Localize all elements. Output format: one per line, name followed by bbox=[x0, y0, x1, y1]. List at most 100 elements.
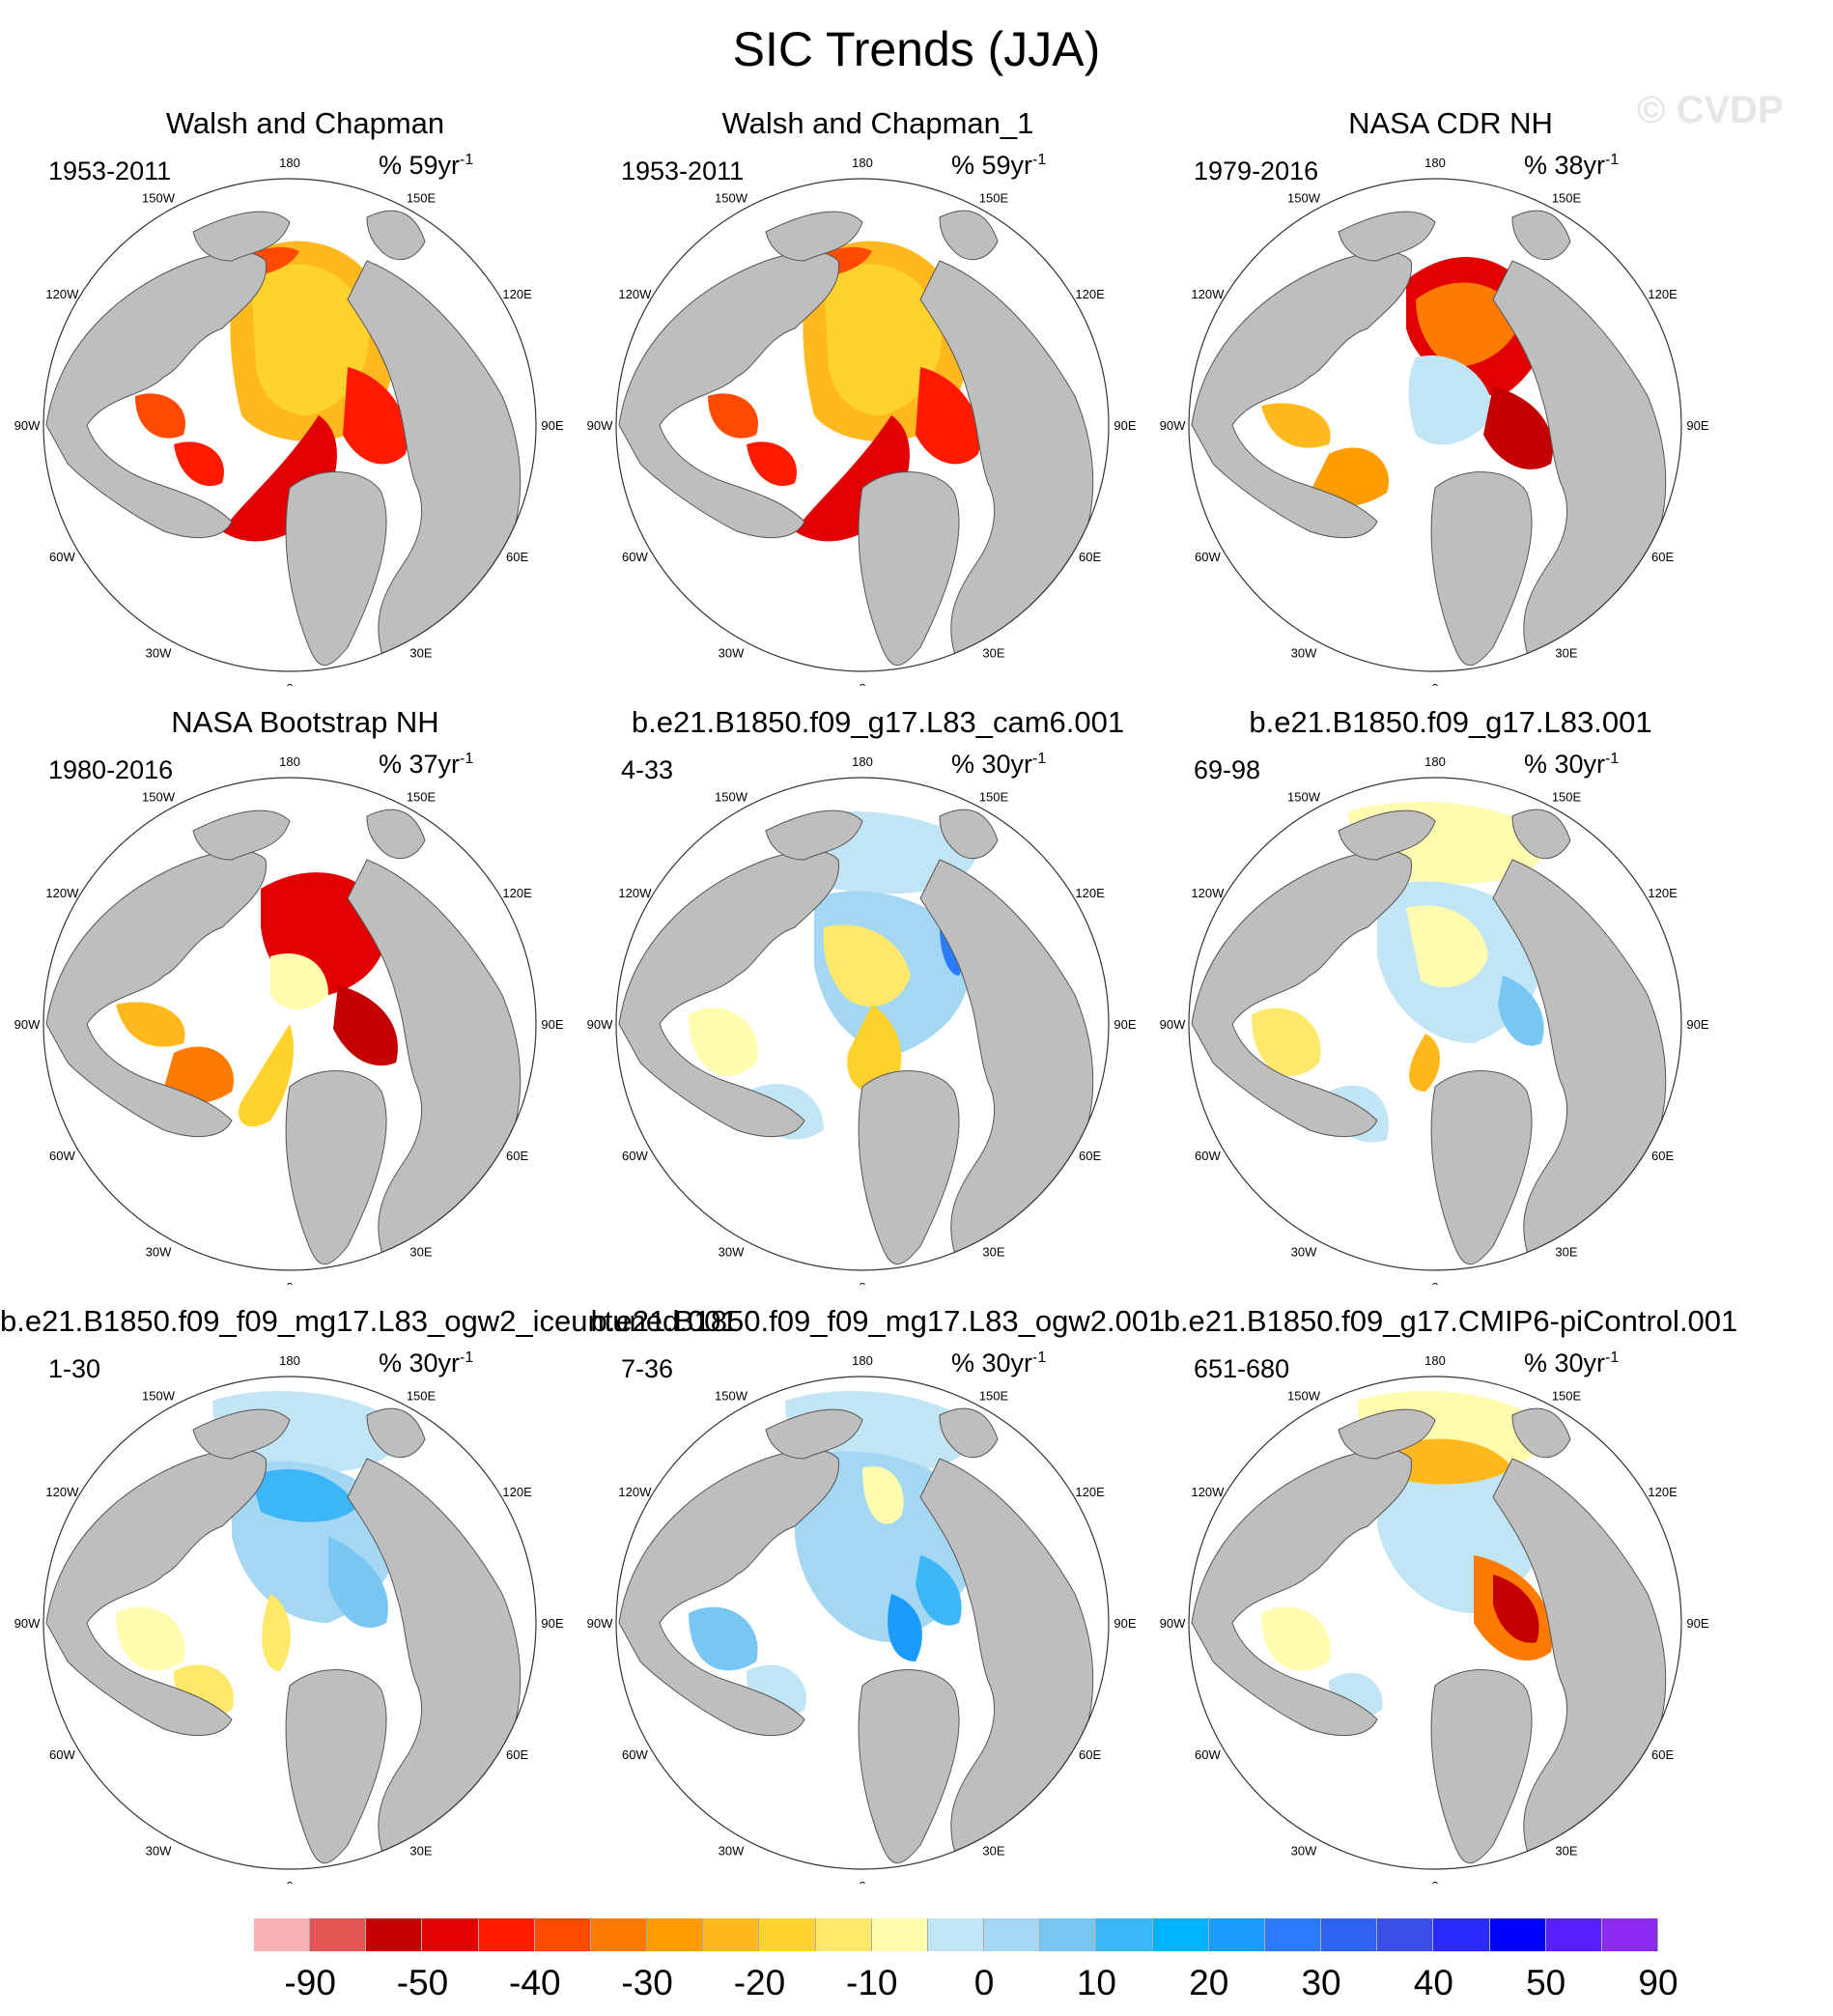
colorbar-swatch bbox=[534, 1918, 591, 1951]
colorbar-swatch bbox=[1321, 1918, 1378, 1951]
trend-field bbox=[824, 264, 942, 415]
units-exponent: -1 bbox=[1605, 1349, 1620, 1366]
trend-field bbox=[116, 1606, 185, 1671]
longitude-label: 30W bbox=[1291, 1844, 1317, 1859]
colorbar-label: 10 bbox=[1076, 1963, 1116, 2002]
longitude-label: 150E bbox=[407, 190, 437, 205]
trend-field bbox=[174, 441, 224, 487]
land-mass bbox=[765, 1408, 863, 1460]
colorbar-swatch bbox=[1152, 1918, 1209, 1951]
figure-title: SIC Trends (JJA) bbox=[732, 22, 1101, 76]
colorbar-swatch bbox=[871, 1918, 928, 1951]
trend-field bbox=[1493, 1575, 1539, 1643]
units-text: % 30yr bbox=[379, 1349, 461, 1377]
panel-years: 69-98 bbox=[1194, 755, 1261, 784]
land-mass bbox=[618, 850, 839, 1138]
land-mass bbox=[45, 1449, 267, 1737]
longitude-label: 150E bbox=[979, 789, 1009, 804]
longitude-label: 120E bbox=[1648, 886, 1678, 900]
land-mass bbox=[618, 251, 839, 539]
longitude-label: 90E bbox=[541, 418, 563, 433]
land-mass bbox=[192, 211, 291, 262]
trend-field bbox=[689, 1606, 758, 1671]
longitude-label: 180 bbox=[852, 754, 873, 769]
land-mass bbox=[858, 471, 960, 667]
longitude-label: 30E bbox=[409, 1844, 432, 1859]
trend-field bbox=[116, 1002, 185, 1047]
units-exponent: -1 bbox=[1032, 751, 1047, 767]
units-text: % 30yr bbox=[951, 750, 1033, 779]
longitude-label: 120E bbox=[1075, 886, 1105, 900]
trend-field bbox=[343, 367, 408, 465]
trend-field bbox=[1408, 355, 1493, 445]
colorbar-swatch bbox=[815, 1918, 872, 1951]
longitude-label: 60E bbox=[1651, 550, 1674, 564]
longitude-label: 120E bbox=[1648, 1485, 1678, 1499]
longitude-label: 30W bbox=[146, 646, 172, 661]
longitude-label: 120E bbox=[502, 1485, 532, 1499]
colorbar-label: 90 bbox=[1638, 1963, 1678, 2002]
longitude-label: 60E bbox=[506, 550, 528, 564]
longitude-label: 0 bbox=[286, 681, 293, 686]
longitude-label: 120W bbox=[1191, 886, 1225, 900]
colorbar-swatch bbox=[1096, 1918, 1153, 1951]
colorbar-swatch bbox=[1545, 1918, 1602, 1951]
longitude-label: 60W bbox=[49, 1747, 75, 1762]
trend-field bbox=[862, 1466, 904, 1524]
map-panel: b.e21.B1850.f09_f09_mg17.L83_ogw2.001 180… bbox=[573, 1304, 1183, 1884]
map-panel: b.e21.B1850.f09_g17.CMIP6-piControl.001 1… bbox=[1145, 1304, 1756, 1884]
units-exponent: -1 bbox=[460, 751, 474, 767]
longitude-label: 30E bbox=[982, 1245, 1004, 1260]
units-text: % 30yr bbox=[1524, 750, 1606, 779]
trend-field bbox=[1261, 403, 1331, 448]
longitude-label: 90W bbox=[14, 1017, 41, 1032]
panel-title: b.e21.B1850.f09_g17.CMIP6-piControl.001 bbox=[1163, 1304, 1738, 1338]
colorbar-swatch bbox=[1377, 1918, 1434, 1951]
longitude-label: 90W bbox=[587, 418, 613, 433]
longitude-label: 60W bbox=[49, 550, 75, 564]
panel-units: % 30yr-1 bbox=[379, 1349, 473, 1378]
longitude-label: 90W bbox=[587, 1616, 613, 1631]
longitude-label: 60E bbox=[1079, 1747, 1101, 1762]
longitude-label: 90E bbox=[1114, 418, 1136, 433]
colorbar-swatch bbox=[478, 1918, 535, 1951]
colorbar-swatch bbox=[1489, 1918, 1546, 1951]
colorbar-swatch bbox=[984, 1918, 1041, 1951]
trend-field bbox=[251, 264, 369, 415]
trend-field bbox=[847, 1005, 902, 1094]
longitude-label: 150W bbox=[142, 190, 176, 205]
longitude-label: 30W bbox=[1291, 1245, 1317, 1260]
longitude-label: 90W bbox=[587, 1017, 613, 1032]
map-boundary bbox=[1188, 777, 1682, 1271]
longitude-label: 120E bbox=[1075, 1485, 1105, 1499]
colorbar-label: -10 bbox=[846, 1963, 898, 2002]
longitude-label: 0 bbox=[859, 1879, 865, 1884]
longitude-label: 60E bbox=[1651, 1747, 1674, 1762]
longitude-label: 0 bbox=[1431, 1879, 1438, 1884]
polar-map: 180 150W 150E 120W 120E 90W 90E 60W 60E 30W 30E 0 bbox=[587, 1353, 1137, 1884]
longitude-label: 30W bbox=[719, 646, 745, 661]
polar-map: 180 150W 150E 120W 120E 90W 90E 60W 60E 30W 30E 0 bbox=[14, 754, 564, 1285]
map-boundary bbox=[615, 1376, 1110, 1870]
trend-field bbox=[1409, 1034, 1440, 1092]
polar-map: 180 150W 150E 120W 120E 90W 90E 60W 60E 30W 30E 0 bbox=[587, 754, 1137, 1285]
longitude-label: 60W bbox=[1195, 550, 1221, 564]
land-mass bbox=[285, 1070, 387, 1265]
longitude-label: 90W bbox=[14, 1616, 41, 1631]
map-panel: NASA CDR NH 180 150W 150E 120W 120E 90W 90E 60W 6… bbox=[1145, 106, 1756, 686]
longitude-label: 30E bbox=[1555, 1245, 1577, 1260]
land-mass bbox=[366, 1407, 426, 1459]
colorbar-label: 0 bbox=[973, 1963, 995, 2002]
panel-years: 1979-2016 bbox=[1194, 156, 1319, 185]
colorbar-label: 50 bbox=[1526, 1963, 1566, 2002]
longitude-label: 150W bbox=[1287, 190, 1321, 205]
trend-field bbox=[747, 441, 797, 487]
longitude-label: 150W bbox=[715, 1388, 748, 1403]
trend-field bbox=[1261, 1606, 1331, 1671]
longitude-label: 0 bbox=[1431, 1280, 1438, 1285]
land-mass bbox=[45, 251, 267, 539]
land-mass bbox=[366, 809, 426, 860]
colorbar-swatch bbox=[310, 1918, 367, 1951]
colorbar-swatch bbox=[254, 1918, 311, 1951]
colorbar-label: -20 bbox=[733, 1963, 786, 2002]
